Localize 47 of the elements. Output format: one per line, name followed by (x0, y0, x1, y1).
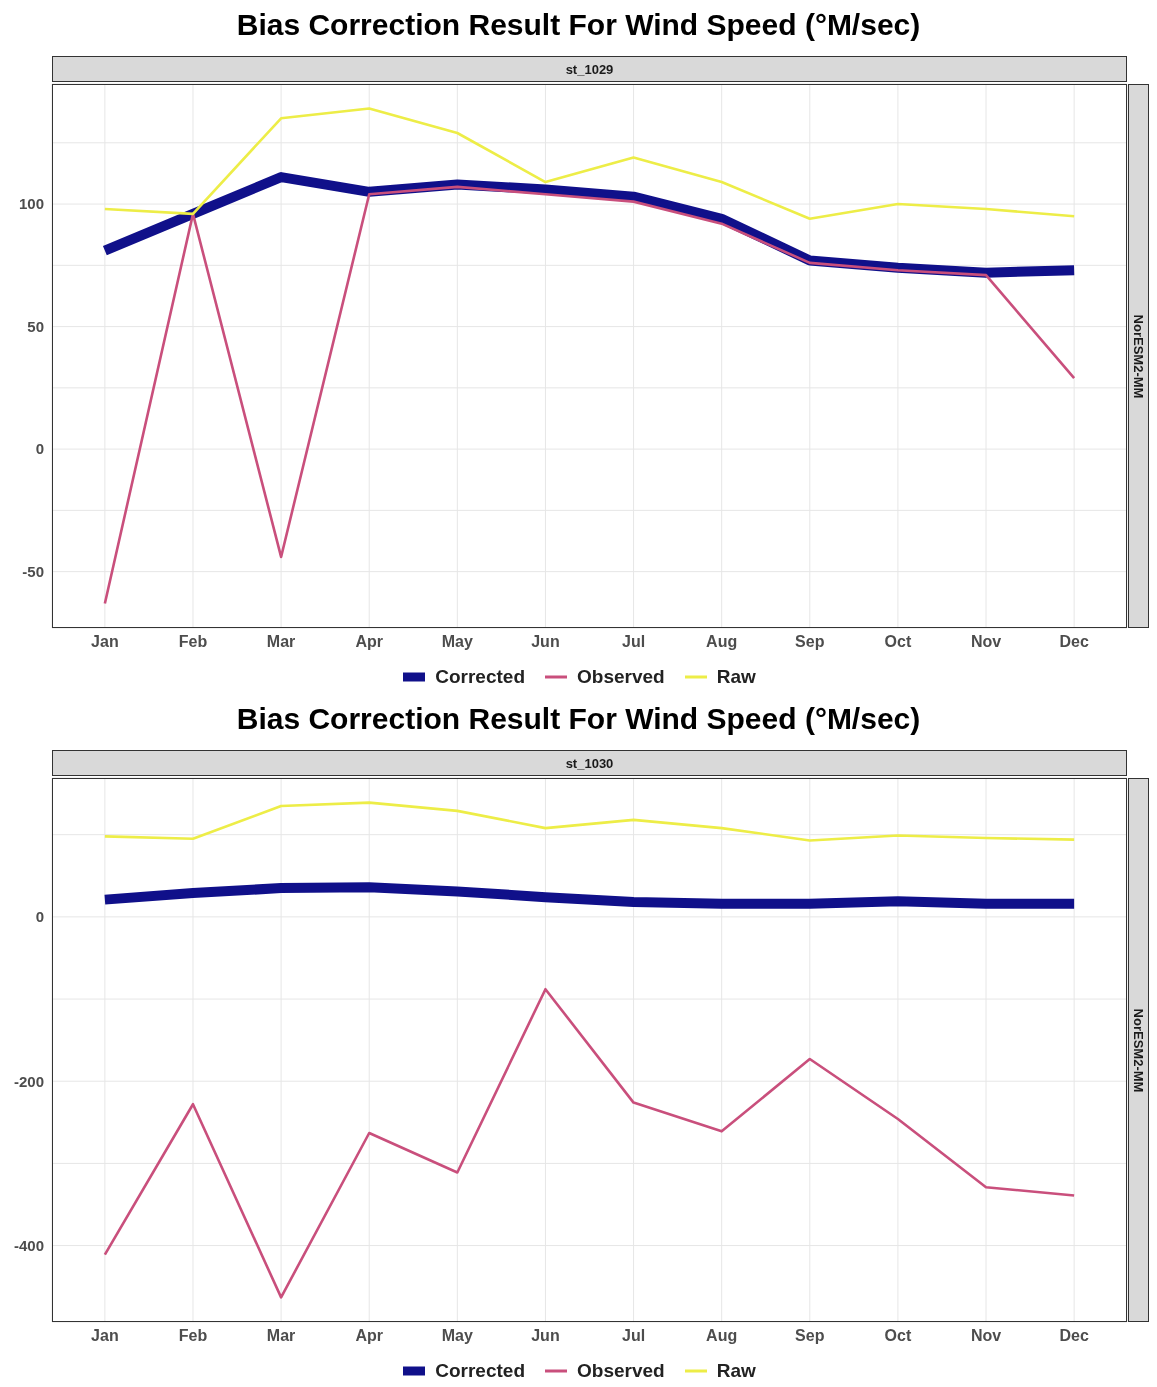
y-tick-label: 0 (35, 908, 44, 926)
legend-label: Corrected (435, 1360, 525, 1382)
chart-title: Bias Correction Result For Wind Speed (°M/sec) (235, 8, 922, 43)
y-tick-label: 50 (27, 317, 44, 335)
x-tick-label: Apr (355, 633, 383, 651)
x-tick-label: Mar (266, 633, 296, 651)
x-tick-label: Dec (1059, 633, 1089, 651)
x-tick-label: Jan (91, 1327, 119, 1345)
line-series (103, 185, 1076, 605)
y-tick-label: 0 (35, 440, 44, 458)
x-tick-label: May (441, 1327, 473, 1345)
x-tick-label: May (441, 633, 473, 651)
line-series (103, 801, 1076, 842)
x-tick-label: Aug (706, 633, 738, 651)
legend-label: Observed (577, 666, 665, 688)
text: NorESM2-MM (1131, 1008, 1146, 1092)
x-tick-label: Jun (531, 1327, 560, 1345)
x-tick-label: Oct (884, 1327, 912, 1345)
x-tick-label: Dec (1059, 1327, 1089, 1345)
x-tick-label: Feb (178, 633, 208, 651)
legend-label: Observed (577, 1360, 665, 1382)
x-tick-label: Nov (970, 633, 1002, 651)
y-tick-label: -50 (22, 562, 44, 580)
x-tick-label: Jul (621, 1327, 646, 1345)
x-tick-label: Feb (178, 1327, 208, 1345)
x-tick-label: Nov (970, 1327, 1002, 1345)
x-tick-label: Sep (795, 633, 825, 651)
x-tick-label: Jul (621, 633, 646, 651)
text: st_1029 (52, 56, 1127, 82)
legend-label: Raw (716, 1360, 756, 1382)
y-tick-label: 100 (18, 195, 44, 213)
x-tick-label: Sep (795, 1327, 825, 1345)
x-tick-label: Mar (266, 1327, 296, 1345)
x-tick-label: Jun (531, 633, 560, 651)
x-tick-label: Oct (884, 633, 912, 651)
line-series (103, 107, 1076, 221)
x-tick-label: Apr (355, 1327, 383, 1345)
text: st_1030 (52, 750, 1127, 776)
y-tick-label: -400 (13, 1236, 44, 1254)
chart-title: Bias Correction Result For Wind Speed (°M/sec) (235, 702, 922, 737)
x-tick-label: Aug (706, 1327, 738, 1345)
text: NorESM2-MM (1131, 314, 1146, 398)
y-tick-label: -200 (13, 1072, 44, 1090)
legend-label: Raw (716, 666, 756, 688)
line-series (103, 987, 1076, 1299)
x-tick-label: Jan (91, 633, 119, 651)
legend-label: Corrected (435, 666, 525, 688)
